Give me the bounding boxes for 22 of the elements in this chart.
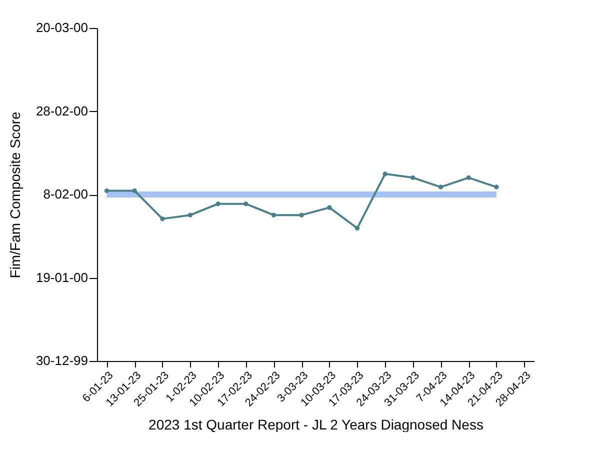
y-axis-title: Fim/Fam Composite Score: [7, 112, 23, 278]
point: [216, 202, 220, 206]
point: [382, 172, 388, 176]
point: [160, 216, 165, 222]
text: 19-01-00: [36, 270, 88, 285]
point: [132, 188, 137, 194]
point: [438, 184, 444, 190]
x-axis-title: 2023 1st Quarter Report - JL 2 Years Diagnosed Ness: [148, 416, 484, 432]
point: [104, 188, 110, 194]
point: [299, 212, 304, 218]
point: [466, 175, 471, 180]
point: [271, 212, 276, 218]
point: [354, 226, 360, 231]
point: [494, 184, 499, 190]
point: [410, 175, 416, 180]
point: [327, 205, 332, 210]
text: 20-03-00: [36, 20, 88, 35]
point: [244, 202, 248, 206]
point: [188, 212, 193, 218]
text: 30-12-99: [36, 353, 88, 368]
text: 28-02-00: [36, 103, 88, 118]
text: 8-02-00: [43, 186, 88, 202]
